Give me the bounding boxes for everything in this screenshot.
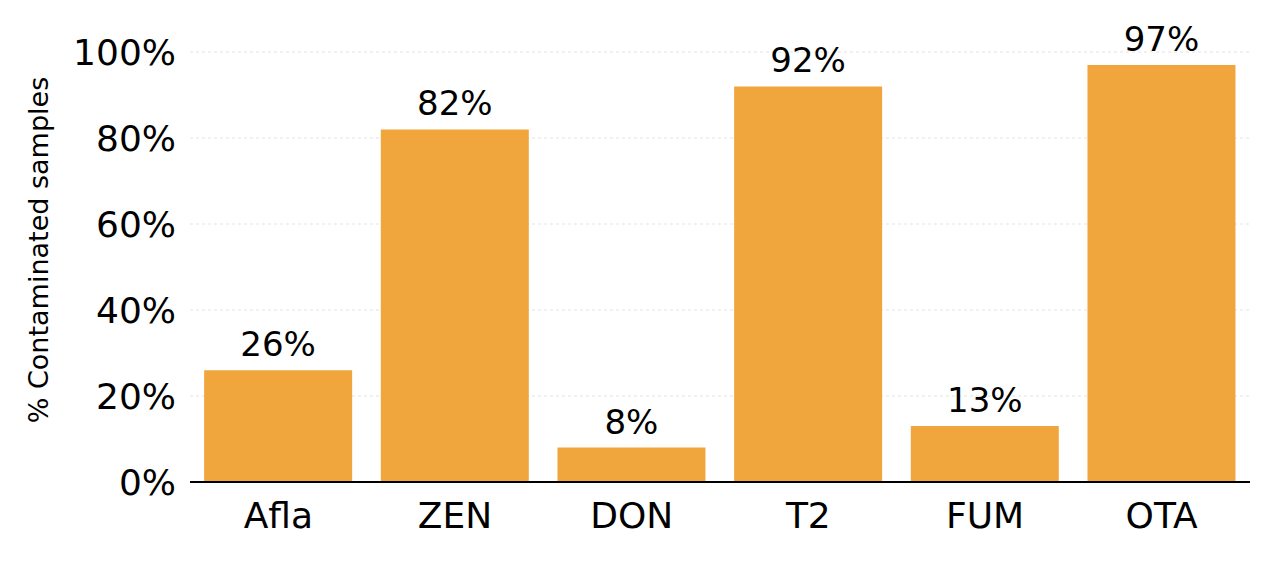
svg-text:FUM: FUM: [946, 495, 1024, 536]
svg-text:0%: 0%: [119, 462, 176, 503]
svg-text:26%: 26%: [240, 324, 316, 364]
svg-text:92%: 92%: [770, 40, 846, 80]
svg-text:80%: 80%: [96, 118, 176, 159]
svg-text:97%: 97%: [1124, 19, 1200, 59]
svg-text:82%: 82%: [417, 83, 493, 123]
svg-text:8%: 8%: [604, 402, 658, 442]
svg-text:ZEN: ZEN: [418, 495, 492, 536]
svg-text:DON: DON: [590, 495, 673, 536]
svg-text:T2: T2: [785, 495, 831, 536]
svg-text:13%: 13%: [947, 380, 1023, 420]
svg-text:OTA: OTA: [1126, 495, 1199, 536]
svg-text:100%: 100%: [73, 32, 176, 73]
svg-text:40%: 40%: [96, 290, 176, 331]
html-text:% Contaminated samples: % Contaminated samples: [22, 76, 54, 424]
svg-text:20%: 20%: [96, 376, 176, 417]
svg-text:Afla: Afla: [244, 495, 313, 536]
svg-text:60%: 60%: [96, 204, 176, 245]
